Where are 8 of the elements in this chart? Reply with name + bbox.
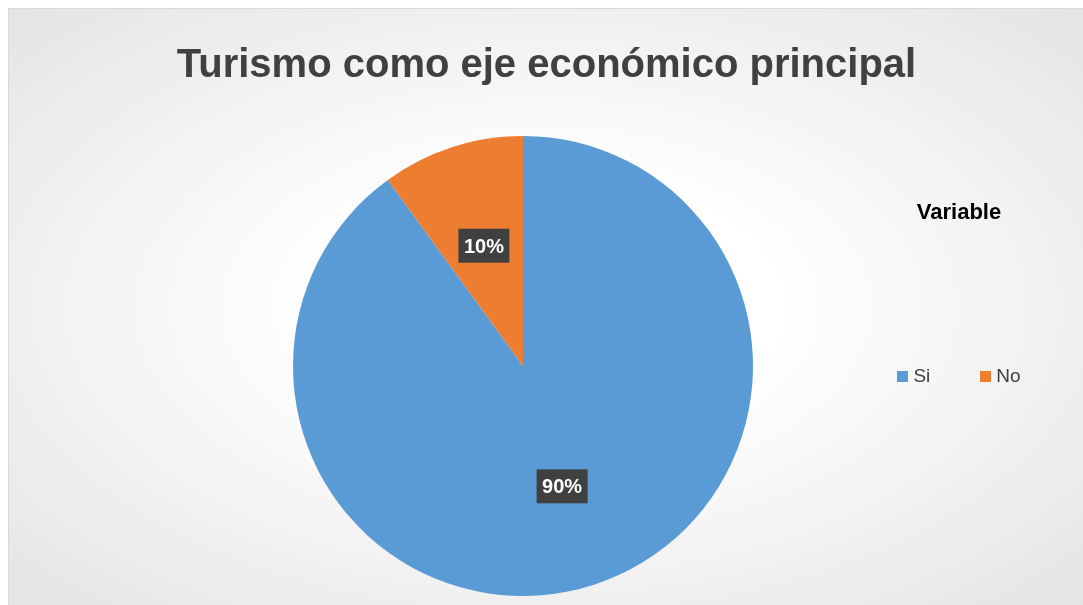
pie-slice <box>293 136 753 596</box>
data-label: 10% <box>463 234 505 257</box>
legend-label: Si <box>913 365 931 387</box>
legend-title: Variable <box>915 199 1003 225</box>
data-label: 90% <box>542 475 583 498</box>
legend-label: No <box>996 365 1021 387</box>
pie-slice <box>387 136 523 366</box>
chart-title: Turismo como eje económico principal <box>175 41 918 86</box>
